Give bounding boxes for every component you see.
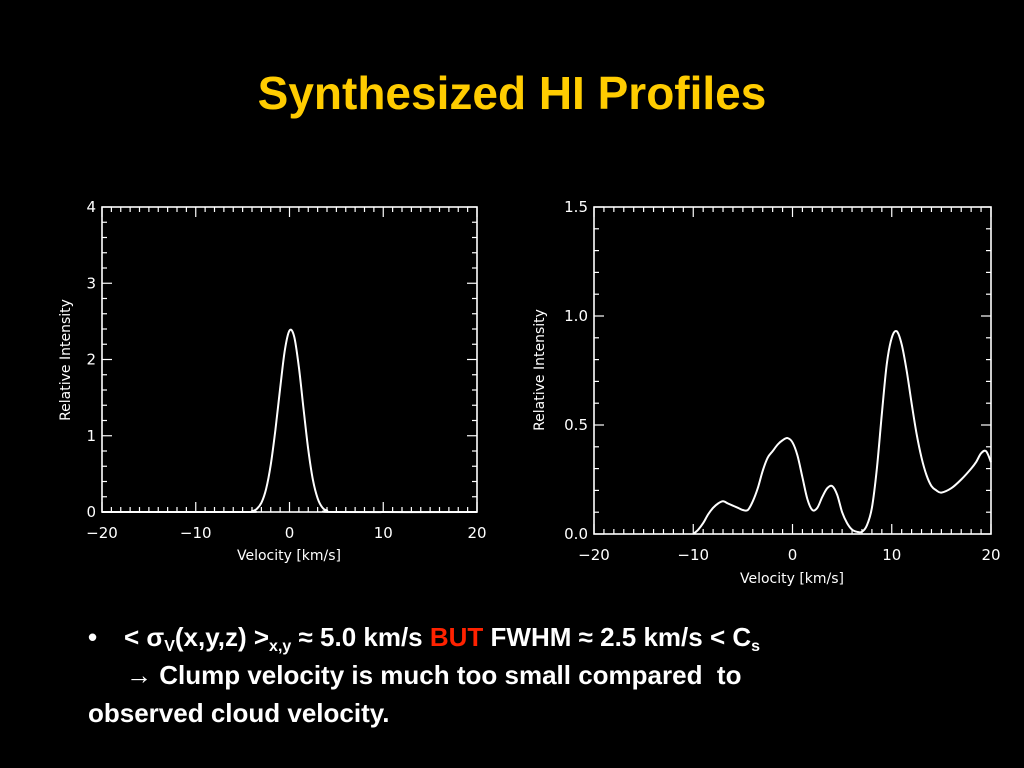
right-chart-ytick-label: 0.5 xyxy=(564,416,588,434)
bullet-part4: FWHM ≈ 2.5 km/s < C xyxy=(483,622,752,652)
left-chart-ytick-label: 0 xyxy=(86,503,96,521)
bullet-but: BUT xyxy=(429,622,484,652)
bullet-dot-icon: • xyxy=(88,622,98,652)
left-chart-xtick-label: −20 xyxy=(86,524,118,542)
right-chart-xtick-label: −20 xyxy=(578,546,610,564)
right-chart-ytick-label: 1.5 xyxy=(564,198,588,216)
right-chart-x-axis-label: Velocity [km/s] xyxy=(740,571,844,587)
bullet-sub-xy: x,y xyxy=(269,638,292,655)
right-chart-xtick-label: 0 xyxy=(788,546,798,564)
left-chart-ytick-label: 3 xyxy=(86,274,96,292)
right-chart-xtick-label: −10 xyxy=(677,546,709,564)
bullet-part1: < σ xyxy=(124,622,165,652)
bullet-part3: ≈ 5.0 km/s xyxy=(291,622,430,652)
left-chart-xtick-label: 0 xyxy=(285,524,295,542)
left-chart-xtick-label: 10 xyxy=(374,524,393,542)
right-chart-ytick-label: 1.0 xyxy=(564,307,588,325)
left-chart-xtick-label: −10 xyxy=(180,524,212,542)
bullet-line-1: • < σV(x,y,z) >x,y ≈ 5.0 km/s BUT FWHM ≈ … xyxy=(88,618,988,656)
left-chart-series-line xyxy=(101,328,478,514)
bullet-line-2: → Clump velocity is much too small compa… xyxy=(88,656,988,694)
left-chart-x-axis-label: Velocity [km/s] xyxy=(237,548,341,564)
bullet-text: • < σV(x,y,z) >x,y ≈ 5.0 km/s BUT FWHM ≈ … xyxy=(88,618,988,732)
bullet-part2: (x,y,z) > xyxy=(174,622,270,652)
right-chart-xtick-label: 10 xyxy=(882,546,901,564)
left-chart-frame xyxy=(101,206,478,513)
bullet-line-3: observed cloud velocity. xyxy=(88,698,390,728)
slide-title: Synthesized HI Profiles xyxy=(257,67,767,119)
right-chart-xtick-label: 20 xyxy=(981,546,1000,564)
left-chart-ytick-label: 1 xyxy=(86,427,96,445)
bullet-sub-s: s xyxy=(751,638,761,655)
left-chart-y-axis-label: Relative Intensity xyxy=(58,299,74,421)
left-chart-ytick-label: 2 xyxy=(86,351,96,369)
bullet-sub-v: V xyxy=(164,638,175,655)
right-chart-series-line xyxy=(692,330,992,535)
left-chart-xtick-label: 20 xyxy=(467,524,486,542)
left-chart-ytick-label: 4 xyxy=(86,198,96,216)
right-chart-ytick-label: 0.0 xyxy=(564,525,588,543)
bullet-line2-text: → Clump velocity is much too small compa… xyxy=(126,660,742,690)
right-chart-y-axis-label: Relative Intensity xyxy=(532,309,548,431)
